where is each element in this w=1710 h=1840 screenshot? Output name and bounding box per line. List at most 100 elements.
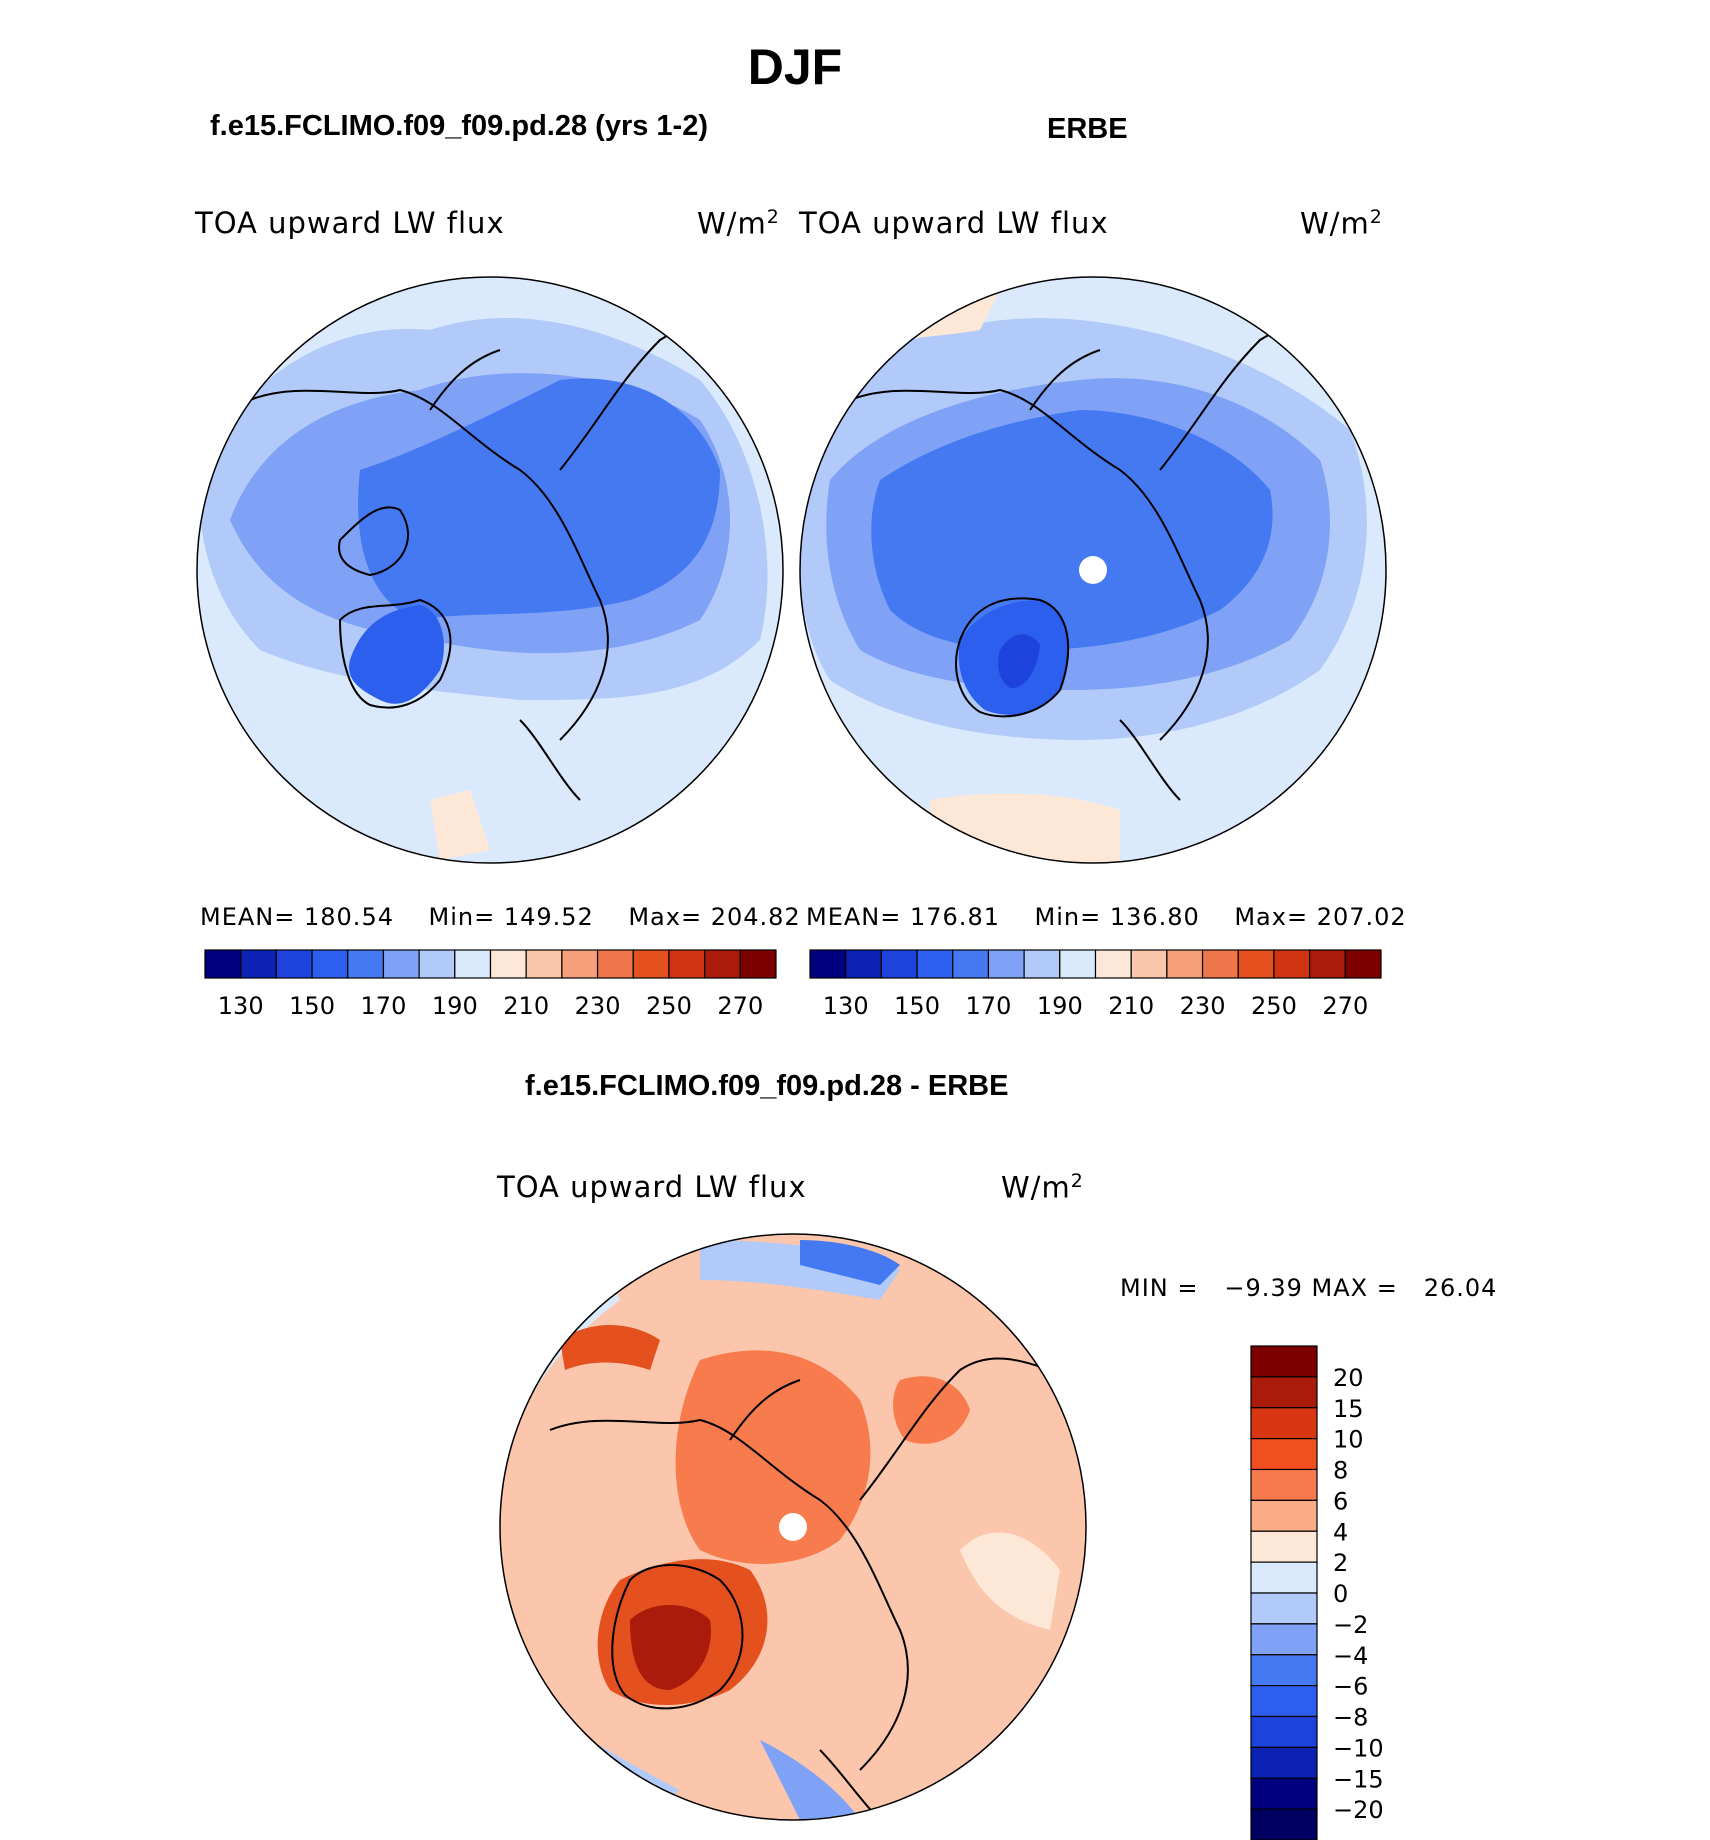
cbar-model-box-0 [204, 949, 242, 979]
cbar-diff-box-5 [1250, 1499, 1318, 1532]
obs-stats: MEAN= 176.81 Min= 136.80 Max= 207.02 [806, 903, 1407, 931]
cbar-diff-box-0 [1250, 1345, 1318, 1378]
cbar-diff-box-15 [1250, 1808, 1318, 1840]
figure-title: DJF [747, 39, 843, 95]
model-map-boundary [196, 276, 784, 864]
cbar-diff-tick-label: 6 [1333, 1487, 1348, 1515]
cbar-obs-box-15 [1344, 949, 1382, 979]
cbar-obs-box-6 [1023, 949, 1061, 979]
cbar-model-tick-label: 270 [717, 992, 763, 1020]
cbar-obs-box-12 [1237, 949, 1275, 979]
cbar-model-box-8 [489, 949, 527, 979]
obs-colorbar: 130 150 170 190 210 230 250 270 [809, 949, 1382, 1020]
cbar-model-tick-label: 150 [289, 992, 335, 1020]
cbar-diff-tick-label: −4 [1333, 1642, 1368, 1670]
cbar-obs-box-2 [880, 949, 918, 979]
cbar-diff-tick-label: −6 [1333, 1673, 1368, 1701]
model-units-label: W/m2 [697, 206, 780, 241]
cbar-model-box-5 [382, 949, 420, 979]
obs-panel-title: ERBE [1047, 113, 1128, 145]
cbar-model-box-7 [454, 949, 492, 979]
cbar-obs-tick-label: 170 [966, 992, 1012, 1020]
model-stats: MEAN= 180.54 Min= 149.52 Max= 204.82 [200, 903, 801, 931]
obs-units-label: W/m2 [1300, 206, 1383, 241]
cbar-model-box-10 [561, 949, 599, 979]
obs-pole-mask [1079, 556, 1107, 584]
cbar-model-tick-label: 230 [575, 992, 621, 1020]
cbar-diff-box-2 [1250, 1407, 1318, 1440]
model-map-coastlines [249, 327, 751, 801]
cbar-diff-box-6 [1250, 1530, 1318, 1563]
cbar-diff-box-11 [1250, 1685, 1318, 1718]
cbar-obs-tick-label: 210 [1108, 992, 1154, 1020]
cbar-obs-tick-label: 190 [1037, 992, 1083, 1020]
cbar-obs-tick-label: 250 [1251, 992, 1297, 1020]
difference-pole-mask [779, 1513, 807, 1541]
cbar-obs-tick-label: 130 [823, 992, 869, 1020]
cbar-model-box-9 [525, 949, 563, 979]
cbar-diff-tick-label: 0 [1333, 1580, 1348, 1608]
difference-minmax: MIN = −9.39 MAX = 26.04 [1120, 1274, 1498, 1302]
cbar-diff-tick-label: −2 [1333, 1611, 1368, 1639]
cbar-obs-tick-label: 230 [1180, 992, 1226, 1020]
cbar-model-box-1 [240, 949, 277, 979]
model-map [197, 277, 783, 863]
cbar-obs-tick-label: 150 [894, 992, 940, 1020]
cbar-model-box-15 [739, 949, 777, 979]
model-panel-title: f.e15.FCLIMO.f09_f09.pd.28 (yrs 1-2) [210, 110, 708, 142]
cbar-model-tick-label: 130 [218, 992, 264, 1020]
cbar-diff-tick-label: −20 [1333, 1796, 1384, 1824]
cbar-obs-box-4 [952, 949, 990, 979]
cbar-diff-box-1 [1250, 1376, 1318, 1409]
cbar-diff-tick-label: −8 [1333, 1704, 1368, 1732]
cbar-model-box-3 [311, 949, 349, 979]
cbar-model-tick-label: 210 [503, 992, 549, 1020]
cbar-obs-box-5 [987, 949, 1025, 979]
difference-panel-title: f.e15.FCLIMO.f09_f09.pd.28 - ERBE [525, 1070, 1009, 1102]
cbar-model-box-13 [668, 949, 706, 979]
cbar-diff-tick-label: −10 [1333, 1734, 1384, 1762]
cbar-model-box-12 [632, 949, 670, 979]
difference-variable-label: TOA upward LW flux [497, 1170, 807, 1204]
cbar-diff-tick-label: 10 [1333, 1426, 1364, 1454]
obs-map-boundary [799, 276, 1387, 864]
cbar-model-tick-label: 250 [646, 992, 692, 1020]
cbar-diff-tick-label: 4 [1333, 1518, 1348, 1546]
cbar-obs-box-1 [845, 949, 882, 979]
cbar-model-box-6 [418, 949, 456, 979]
model-variable-label: TOA upward LW flux [195, 206, 505, 240]
difference-units-label: W/m2 [1001, 1170, 1084, 1205]
difference-map-coastlines [549, 1357, 1051, 1820]
cbar-diff-box-13 [1250, 1746, 1318, 1779]
cbar-model-box-2 [275, 949, 313, 979]
cbar-model-tick-label: 190 [432, 992, 478, 1020]
cbar-diff-box-8 [1250, 1592, 1318, 1625]
cbar-diff-box-12 [1250, 1715, 1318, 1748]
cbar-model-tick-label: 170 [361, 992, 407, 1020]
cbar-model-box-14 [704, 949, 741, 979]
cbar-diff-box-10 [1250, 1654, 1318, 1687]
cbar-obs-box-9 [1130, 949, 1168, 979]
cbar-diff-box-4 [1250, 1468, 1318, 1501]
cbar-diff-tick-label: 20 [1333, 1364, 1364, 1392]
cbar-obs-box-8 [1094, 949, 1132, 979]
cbar-diff-tick-label: 8 [1333, 1457, 1348, 1485]
cbar-obs-box-13 [1273, 949, 1311, 979]
cbar-obs-box-11 [1201, 949, 1239, 979]
cbar-obs-tick-label: 270 [1322, 992, 1368, 1020]
cbar-diff-box-3 [1250, 1438, 1318, 1471]
cbar-obs-box-7 [1059, 949, 1097, 979]
cbar-obs-box-10 [1166, 949, 1204, 979]
difference-map-boundary [499, 1233, 1087, 1821]
cbar-diff-tick-label: 15 [1333, 1395, 1364, 1423]
cbar-obs-box-3 [916, 949, 954, 979]
cbar-model-box-11 [596, 949, 634, 979]
cbar-obs-box-0 [809, 949, 847, 979]
cbar-diff-tick-label: 2 [1333, 1549, 1348, 1577]
model-colorbar: 130 150 170 190 210 230 250 270 [204, 949, 777, 1020]
cbar-diff-box-7 [1250, 1561, 1318, 1594]
cbar-obs-box-14 [1309, 949, 1346, 979]
cbar-diff-tick-label: −15 [1333, 1765, 1384, 1793]
